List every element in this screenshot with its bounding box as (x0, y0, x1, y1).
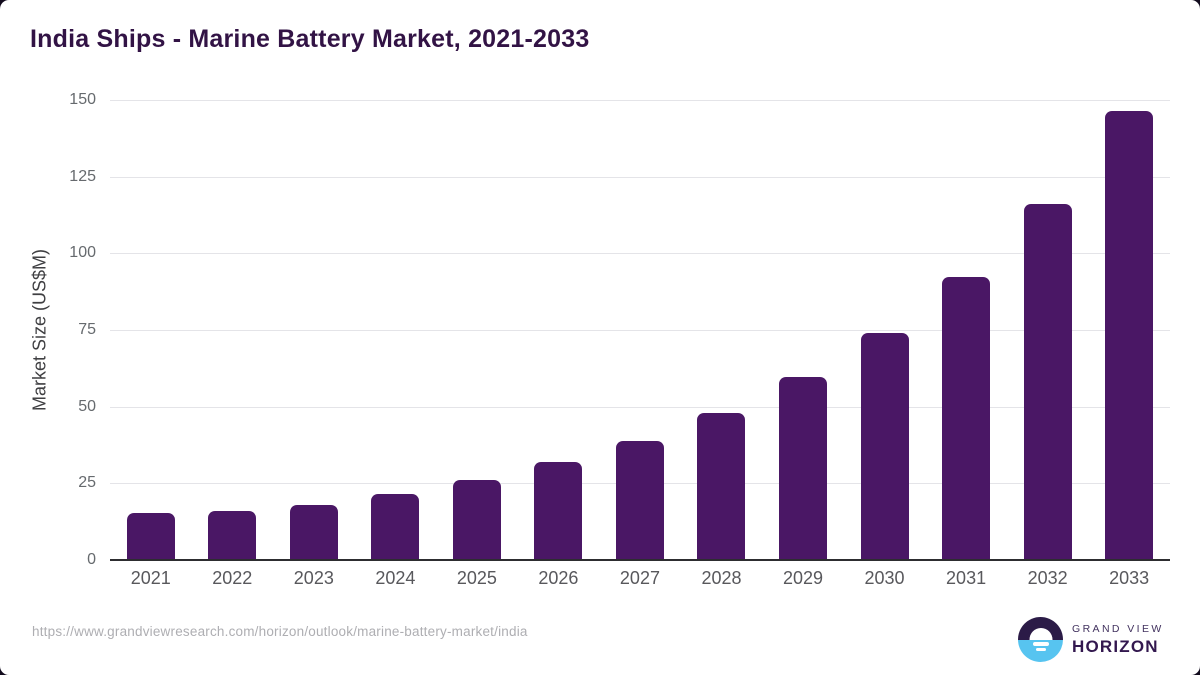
bar-2023[interactable] (289, 504, 338, 560)
icon-sea-half (1018, 639, 1063, 662)
chart-title: India Ships - Marine Battery Market, 202… (30, 25, 590, 53)
bar-slot-2033 (1088, 100, 1170, 560)
bar-slot-2031 (925, 100, 1007, 560)
x-tick-2025: 2025 (456, 568, 497, 588)
x-tick-2024: 2024 (375, 568, 416, 588)
sunrise-horizon-icon (1018, 617, 1063, 662)
icon-reflection-line-2 (1035, 647, 1046, 651)
bar-2027[interactable] (615, 440, 664, 560)
bar-2032[interactable] (1023, 204, 1072, 560)
x-tick-2027: 2027 (619, 568, 660, 588)
bar-2021[interactable] (126, 512, 175, 560)
x-tick-2028: 2028 (701, 568, 742, 588)
gridline-150 (110, 100, 1170, 101)
y-tick-100: 100 (69, 244, 96, 262)
x-tick-2023: 2023 (293, 568, 334, 588)
y-tick-25: 25 (78, 474, 96, 492)
y-tick-75: 75 (78, 321, 96, 338)
bar-2029[interactable] (779, 377, 828, 560)
bar-chart-plot-area (110, 100, 1170, 561)
bar-2024[interactable] (371, 493, 420, 560)
bar-slot-2023 (273, 100, 355, 560)
icon-reflection-line-1 (1032, 641, 1049, 646)
bar-slot-2024 (355, 100, 437, 560)
logo-text: GRAND VIEW HORIZON (1072, 623, 1164, 657)
gridline-75 (110, 330, 1170, 331)
bar-2022[interactable] (208, 510, 257, 560)
gridline-100 (110, 253, 1170, 255)
bar-slot-2029 (762, 100, 844, 560)
y-tick-150: 150 (69, 91, 96, 108)
x-tick-2033: 2033 (1109, 568, 1150, 588)
y-axis-tick-labels: 0 25 50 75 100 125 150 (0, 91, 96, 568)
bar-slot-2025 (436, 100, 518, 560)
x-axis-line (110, 559, 1170, 561)
bar-slot-2027 (599, 100, 681, 560)
bar-slot-2032 (1007, 100, 1089, 560)
bar-2026[interactable] (534, 462, 583, 560)
bars-container (110, 100, 1170, 560)
x-tick-2021: 2021 (130, 568, 171, 588)
bar-slot-2030 (844, 100, 926, 560)
bar-slot-2021 (110, 100, 192, 560)
bar-2028[interactable] (697, 412, 746, 560)
x-axis-tick-labels: 2021 2022 2023 2024 2025 2026 2027 2028 2029 2030… (110, 568, 1170, 589)
bar-slot-2028 (681, 100, 763, 560)
bar-2025[interactable] (452, 479, 501, 560)
x-tick-2032: 2032 (1027, 568, 1068, 588)
x-tick-2030: 2030 (864, 568, 905, 588)
x-tick-2026: 2026 (538, 568, 579, 588)
bar-slot-2026 (518, 100, 600, 560)
x-tick-2029: 2029 (782, 568, 824, 588)
grand-view-horizon-logo: GRAND VIEW HORIZON (1018, 617, 1164, 662)
x-tick-2022: 2022 (212, 568, 253, 588)
gridline-50 (110, 406, 1170, 408)
x-tick-2031: 2031 (946, 568, 987, 588)
bar-slot-2022 (192, 100, 274, 560)
bar-2030[interactable] (860, 332, 909, 560)
bar-2031[interactable] (942, 276, 991, 560)
logo-brand-line: GRAND VIEW (1072, 622, 1164, 635)
icon-sun (1029, 627, 1052, 640)
y-tick-125: 125 (69, 167, 96, 185)
logo-product-line: HORIZON (1072, 636, 1159, 656)
source-url: https://www.grandviewresearch.com/horizo… (32, 624, 528, 639)
bar-2033[interactable] (1105, 111, 1154, 560)
y-tick-0: 0 (87, 551, 96, 568)
y-tick-50: 50 (78, 397, 96, 415)
gridline-125 (110, 176, 1170, 178)
